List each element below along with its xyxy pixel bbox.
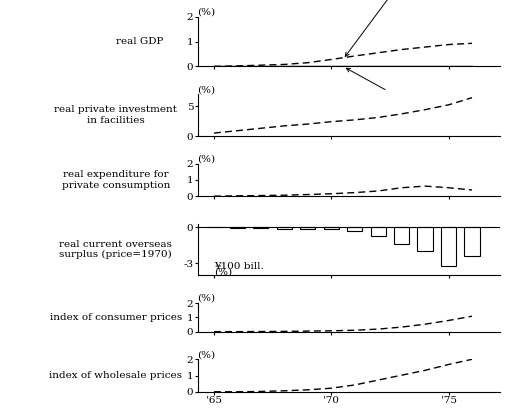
Text: (%): (%) [214,268,232,277]
Text: case with private investment in
pollution control: case with private investment in pollutio… [325,0,480,57]
Bar [300,228,315,229]
Text: (%): (%) [198,155,215,164]
Bar [277,228,292,229]
Text: index of consumer prices: index of consumer prices [50,313,182,322]
Bar [347,228,362,231]
Text: real GDP: real GDP [116,37,164,46]
Bar [324,228,339,229]
Text: real current overseas
surplus (price=1970): real current overseas surplus (price=197… [60,240,172,259]
Bar [441,228,456,266]
Bar [394,228,409,244]
Text: real private investment
in facilities: real private investment in facilities [54,105,177,125]
Text: index of wholesale prices: index of wholesale prices [49,371,182,380]
Text: case without private investment in
pollution control: case without private investment in pollu… [325,68,496,113]
Bar [418,228,433,251]
Text: (%): (%) [198,8,215,17]
Text: (%): (%) [198,294,215,303]
Text: (%): (%) [198,350,215,360]
Text: ¥100 bill.: ¥100 bill. [214,261,264,271]
Text: real expenditure for
private consumption: real expenditure for private consumption [62,170,170,190]
Bar [464,228,480,256]
Text: (%): (%) [198,85,215,94]
Bar [370,228,386,236]
